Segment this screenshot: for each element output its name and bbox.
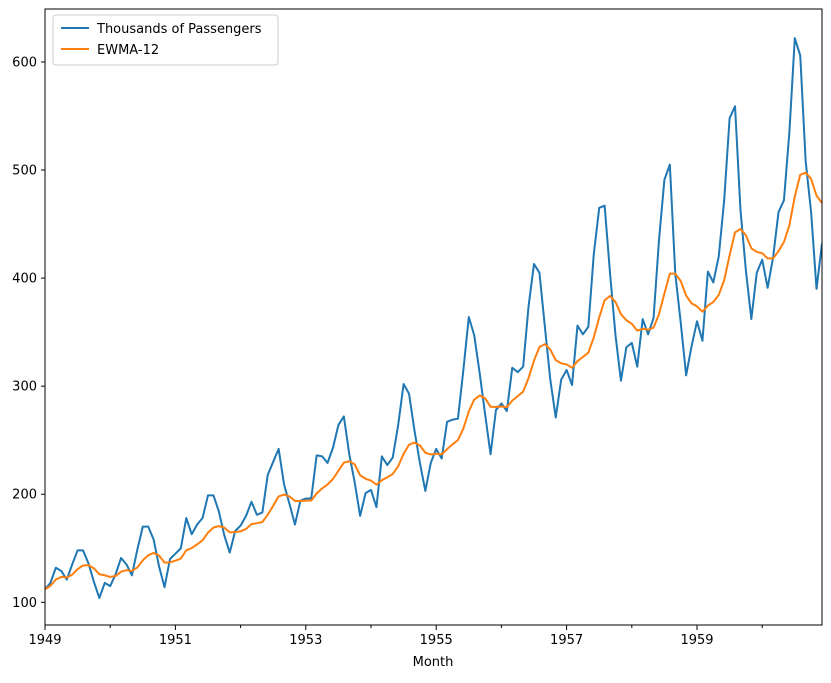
axes: 100 200 300 400 500 600 1949 1951 1953 1955 1957 19… — [12, 8, 823, 648]
legend-box — [52, 14, 279, 66]
x-tick-label: 1953 — [289, 633, 322, 648]
y-tick-label: 400 — [12, 272, 37, 287]
y-tick-label: 200 — [12, 488, 37, 503]
legend: Thousands of Passengers EWMA-12 — [52, 14, 279, 66]
y-tick-label: 300 — [12, 380, 37, 395]
y-tick-label: 100 — [12, 596, 37, 611]
series-line-2 — [45, 171, 822, 591]
x-axis-label: Month — [413, 655, 454, 670]
x-tick-label: 1959 — [680, 633, 713, 648]
legend-label: Thousands of Passengers — [96, 22, 262, 37]
plot-area — [45, 37, 822, 599]
legend-label: EWMA-12 — [97, 43, 159, 58]
y-tick-label: 500 — [12, 164, 37, 179]
x-tick-label: 1955 — [420, 633, 453, 648]
x-tick-label: 1951 — [159, 633, 192, 648]
series-line-1 — [45, 37, 822, 599]
y-tick-label: 600 — [12, 55, 37, 70]
x-tick-label: 1957 — [550, 633, 583, 648]
x-tick-label: 1949 — [28, 633, 61, 648]
axes-frame — [44, 8, 823, 626]
